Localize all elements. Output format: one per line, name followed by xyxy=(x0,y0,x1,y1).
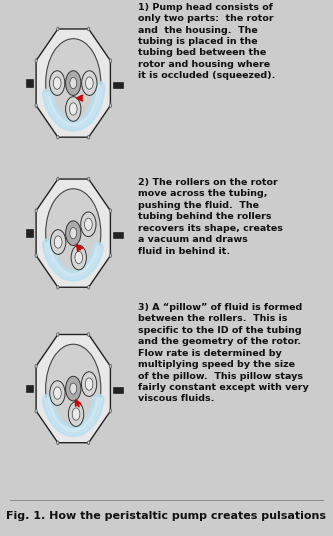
Circle shape xyxy=(109,409,112,413)
Circle shape xyxy=(46,189,101,278)
Circle shape xyxy=(71,245,87,270)
Bar xyxy=(26,229,33,237)
Polygon shape xyxy=(36,179,111,287)
Circle shape xyxy=(57,27,59,31)
Circle shape xyxy=(88,177,90,181)
Circle shape xyxy=(70,103,77,115)
Circle shape xyxy=(57,177,59,181)
Text: 3) A “pillow” of fluid is formed
between the rollers.  This is
specific to the I: 3) A “pillow” of fluid is formed between… xyxy=(138,303,309,404)
Circle shape xyxy=(35,409,37,413)
Circle shape xyxy=(88,333,90,337)
Circle shape xyxy=(54,387,61,399)
Circle shape xyxy=(50,71,65,95)
Bar xyxy=(26,385,33,392)
Text: 2) The rollers on the rotor
move across the tubing,
pushing the fluid.  The
tubi: 2) The rollers on the rotor move across … xyxy=(138,178,283,256)
Circle shape xyxy=(54,236,62,248)
Circle shape xyxy=(51,230,66,255)
Circle shape xyxy=(109,254,112,257)
Circle shape xyxy=(66,376,81,401)
Circle shape xyxy=(109,364,112,368)
Polygon shape xyxy=(36,29,111,137)
Circle shape xyxy=(68,402,84,427)
Text: 1) Pump head consists of
only two parts:  the rotor
and  the housing.  The
tubin: 1) Pump head consists of only two parts:… xyxy=(138,3,276,80)
Circle shape xyxy=(85,218,92,230)
Text: Fig. 1. How the peristaltic pump creates pulsations: Fig. 1. How the peristaltic pump creates… xyxy=(7,511,326,520)
Circle shape xyxy=(72,408,80,420)
Circle shape xyxy=(35,254,37,257)
Circle shape xyxy=(82,71,97,95)
Circle shape xyxy=(46,39,101,128)
Bar xyxy=(114,387,123,393)
Circle shape xyxy=(81,212,96,236)
Bar xyxy=(26,79,33,87)
Circle shape xyxy=(57,285,59,289)
Circle shape xyxy=(35,59,37,63)
Circle shape xyxy=(70,78,77,88)
Circle shape xyxy=(88,135,90,139)
Circle shape xyxy=(57,135,59,139)
Circle shape xyxy=(109,209,112,213)
Circle shape xyxy=(88,441,90,444)
Circle shape xyxy=(57,441,59,444)
Circle shape xyxy=(35,364,37,368)
Circle shape xyxy=(86,77,93,90)
Circle shape xyxy=(82,372,97,397)
Circle shape xyxy=(85,378,93,390)
Circle shape xyxy=(46,344,101,433)
Circle shape xyxy=(109,59,112,63)
Circle shape xyxy=(66,221,81,245)
Circle shape xyxy=(66,71,81,95)
Circle shape xyxy=(88,285,90,289)
Bar xyxy=(114,232,123,237)
Circle shape xyxy=(57,333,59,337)
Circle shape xyxy=(66,96,81,121)
Circle shape xyxy=(50,381,65,405)
Circle shape xyxy=(88,27,90,31)
Bar xyxy=(114,81,123,87)
Circle shape xyxy=(35,103,37,107)
Circle shape xyxy=(75,251,83,264)
Circle shape xyxy=(70,383,77,394)
Circle shape xyxy=(35,209,37,213)
Polygon shape xyxy=(36,334,111,443)
Circle shape xyxy=(53,77,61,90)
Circle shape xyxy=(70,228,77,239)
Circle shape xyxy=(109,103,112,107)
